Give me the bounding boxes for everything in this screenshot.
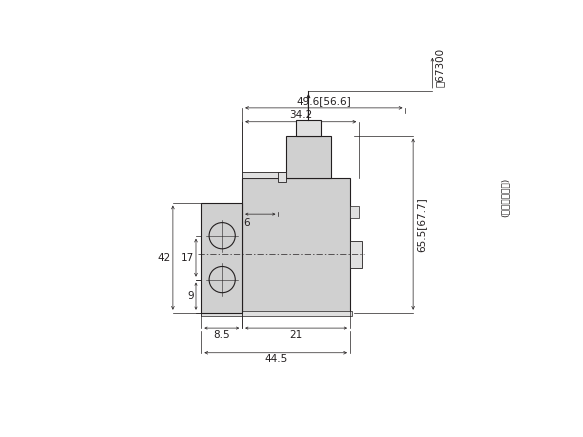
Bar [286,135,331,178]
Bar [350,241,361,268]
Text: 44.5: 44.5 [264,354,287,364]
Text: 17: 17 [180,253,194,263]
Text: 49.6[56.6]: 49.6[56.6] [296,96,351,106]
Text: 9: 9 [187,291,194,301]
Bar [242,178,350,313]
Text: 67300: 67300 [435,48,445,87]
Bar [278,172,286,182]
Text: 65.5[67.7]: 65.5[67.7] [416,197,426,252]
Text: 34.2: 34.2 [289,110,312,120]
Bar [242,172,286,178]
Text: 42: 42 [157,253,171,263]
Bar [350,206,359,218]
Text: 8.5: 8.5 [213,329,230,340]
Text: 6: 6 [244,218,250,228]
Bar [296,120,321,135]
Bar [201,203,242,313]
Text: (リード線長さ): (リード線長さ) [501,178,510,217]
Text: 21: 21 [290,329,303,340]
Bar [201,311,352,316]
